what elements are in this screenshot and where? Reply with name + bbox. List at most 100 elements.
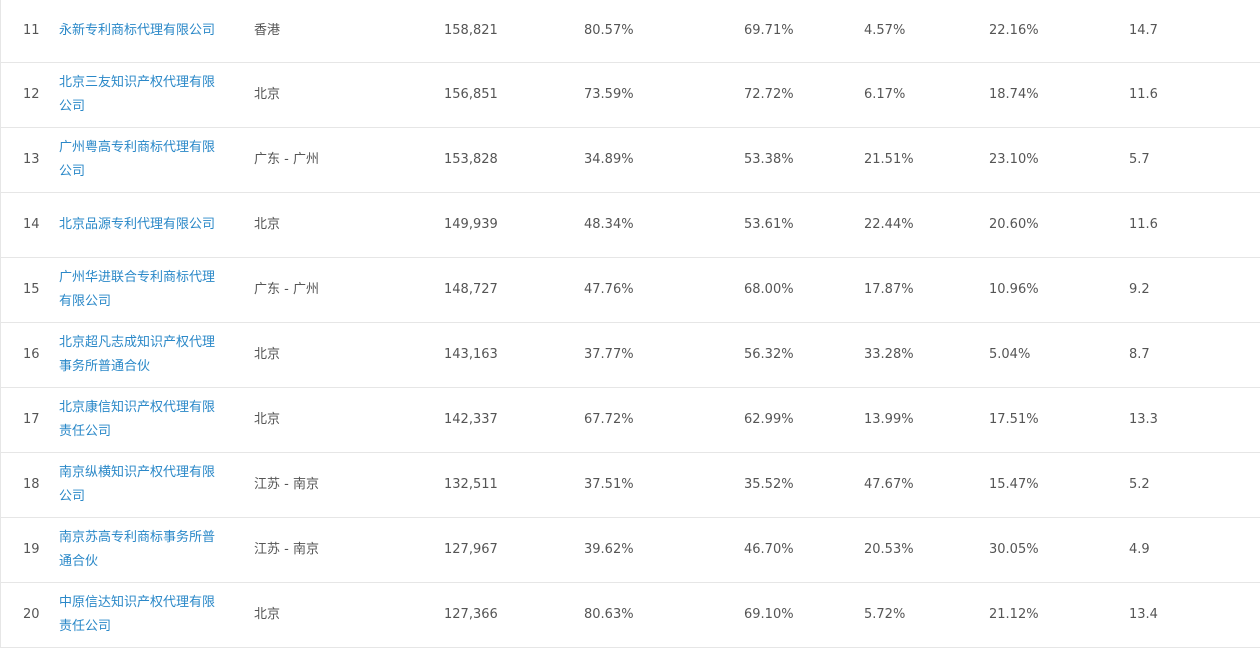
percent-cell-3: 22.44% <box>864 217 914 232</box>
region-cell: 香港 <box>254 23 281 38</box>
total-cell: 149,939 <box>444 217 498 232</box>
percent-cell-3: 33.28% <box>864 347 914 362</box>
percent-cell-4: 5.04% <box>989 347 1031 362</box>
region-cell: 北京 <box>254 607 281 622</box>
table-row: 11 永新专利商标代理有限公司 香港 158,821 80.57% 69.71%… <box>1 0 1260 63</box>
score-cell: 5.2 <box>1129 477 1150 492</box>
score-cell: 14.7 <box>1129 23 1158 38</box>
percent-cell-4: 30.05% <box>989 542 1039 557</box>
agency-name-cell: 永新专利商标代理有限公司 <box>59 0 219 62</box>
rank-cell: 12 <box>23 87 40 102</box>
rank-cell: 16 <box>23 347 40 362</box>
total-cell: 142,337 <box>444 412 498 427</box>
percent-cell-4: 22.16% <box>989 23 1039 38</box>
region-cell: 北京 <box>254 412 281 427</box>
score-cell: 13.4 <box>1129 607 1158 622</box>
region-cell: 江苏 - 南京 <box>254 477 319 492</box>
score-cell: 11.6 <box>1129 217 1158 232</box>
agency-name-cell: 广州粤高专利商标代理有限公司 <box>59 128 219 192</box>
agency-name-link[interactable]: 南京纵横知识产权代理有限公司 <box>59 465 216 504</box>
rank-cell: 11 <box>23 23 40 38</box>
rank-cell: 15 <box>23 282 40 297</box>
table-row: 16 北京超凡志成知识产权代理事务所普通合伙 北京 143,163 37.77%… <box>1 323 1260 388</box>
score-cell: 5.7 <box>1129 152 1150 167</box>
score-cell: 9.2 <box>1129 282 1150 297</box>
table-row: 19 南京苏高专利商标事务所普通合伙 江苏 - 南京 127,967 39.62… <box>1 518 1260 583</box>
percent-cell-4: 23.10% <box>989 152 1039 167</box>
percent-cell-2: 46.70% <box>744 542 794 557</box>
percent-cell-2: 62.99% <box>744 412 794 427</box>
percent-cell-1: 47.76% <box>584 282 634 297</box>
percent-cell-1: 34.89% <box>584 152 634 167</box>
region-cell: 北京 <box>254 347 281 362</box>
total-cell: 153,828 <box>444 152 498 167</box>
agency-name-cell: 广州华进联合专利商标代理有限公司 <box>59 258 219 322</box>
percent-cell-2: 53.38% <box>744 152 794 167</box>
percent-cell-3: 6.17% <box>864 87 906 102</box>
rank-cell: 19 <box>23 542 40 557</box>
agency-name-cell: 北京三友知识产权代理有限公司 <box>59 63 219 127</box>
score-cell: 11.6 <box>1129 87 1158 102</box>
total-cell: 148,727 <box>444 282 498 297</box>
agency-name-cell: 中原信达知识产权代理有限责任公司 <box>59 583 219 647</box>
table-row: 13 广州粤高专利商标代理有限公司 广东 - 广州 153,828 34.89%… <box>1 128 1260 193</box>
percent-cell-2: 56.32% <box>744 347 794 362</box>
total-cell: 156,851 <box>444 87 498 102</box>
total-cell: 143,163 <box>444 347 498 362</box>
table-row: 18 南京纵横知识产权代理有限公司 江苏 - 南京 132,511 37.51%… <box>1 453 1260 518</box>
percent-cell-1: 73.59% <box>584 87 634 102</box>
score-cell: 13.3 <box>1129 412 1158 427</box>
agency-name-link[interactable]: 北京品源专利代理有限公司 <box>59 217 216 232</box>
agency-name-cell: 北京超凡志成知识产权代理事务所普通合伙 <box>59 323 219 387</box>
agency-name-link[interactable]: 北京三友知识产权代理有限公司 <box>59 75 216 114</box>
percent-cell-2: 68.00% <box>744 282 794 297</box>
agency-name-cell: 北京康信知识产权代理有限责任公司 <box>59 388 219 452</box>
percent-cell-2: 53.61% <box>744 217 794 232</box>
agency-name-link[interactable]: 中原信达知识产权代理有限责任公司 <box>59 595 216 634</box>
agency-name-cell: 南京纵横知识产权代理有限公司 <box>59 453 219 517</box>
percent-cell-1: 37.51% <box>584 477 634 492</box>
percent-cell-3: 47.67% <box>864 477 914 492</box>
percent-cell-4: 15.47% <box>989 477 1039 492</box>
region-cell: 广东 - 广州 <box>254 152 319 167</box>
percent-cell-4: 17.51% <box>989 412 1039 427</box>
percent-cell-2: 69.10% <box>744 607 794 622</box>
rank-cell: 20 <box>23 607 40 622</box>
agency-name-link[interactable]: 北京康信知识产权代理有限责任公司 <box>59 400 216 439</box>
region-cell: 江苏 - 南京 <box>254 542 319 557</box>
percent-cell-4: 18.74% <box>989 87 1039 102</box>
region-cell: 北京 <box>254 217 281 232</box>
rank-cell: 18 <box>23 477 40 492</box>
percent-cell-3: 17.87% <box>864 282 914 297</box>
score-cell: 8.7 <box>1129 347 1150 362</box>
agency-name-link[interactable]: 永新专利商标代理有限公司 <box>59 23 216 38</box>
table-row: 15 广州华进联合专利商标代理有限公司 广东 - 广州 148,727 47.7… <box>1 258 1260 323</box>
total-cell: 127,967 <box>444 542 498 557</box>
percent-cell-3: 5.72% <box>864 607 906 622</box>
total-cell: 132,511 <box>444 477 498 492</box>
agency-name-link[interactable]: 南京苏高专利商标事务所普通合伙 <box>59 530 216 569</box>
agency-name-link[interactable]: 广州粤高专利商标代理有限公司 <box>59 140 216 179</box>
table-row: 12 北京三友知识产权代理有限公司 北京 156,851 73.59% 72.7… <box>1 63 1260 128</box>
percent-cell-1: 39.62% <box>584 542 634 557</box>
percent-cell-1: 80.57% <box>584 23 634 38</box>
table-row: 17 北京康信知识产权代理有限责任公司 北京 142,337 67.72% 62… <box>1 388 1260 453</box>
total-cell: 158,821 <box>444 23 498 38</box>
percent-cell-3: 13.99% <box>864 412 914 427</box>
agency-name-link[interactable]: 北京超凡志成知识产权代理事务所普通合伙 <box>59 335 216 374</box>
percent-cell-3: 20.53% <box>864 542 914 557</box>
percent-cell-4: 20.60% <box>989 217 1039 232</box>
percent-cell-4: 10.96% <box>989 282 1039 297</box>
agency-name-cell: 南京苏高专利商标事务所普通合伙 <box>59 518 219 582</box>
agency-name-link[interactable]: 广州华进联合专利商标代理有限公司 <box>59 270 216 309</box>
table-row: 14 北京品源专利代理有限公司 北京 149,939 48.34% 53.61%… <box>1 193 1260 258</box>
percent-cell-2: 69.71% <box>744 23 794 38</box>
score-cell: 4.9 <box>1129 542 1150 557</box>
percent-cell-3: 4.57% <box>864 23 906 38</box>
percent-cell-1: 80.63% <box>584 607 634 622</box>
rank-cell: 14 <box>23 217 40 232</box>
percent-cell-2: 35.52% <box>744 477 794 492</box>
percent-cell-2: 72.72% <box>744 87 794 102</box>
percent-cell-3: 21.51% <box>864 152 914 167</box>
region-cell: 北京 <box>254 87 281 102</box>
